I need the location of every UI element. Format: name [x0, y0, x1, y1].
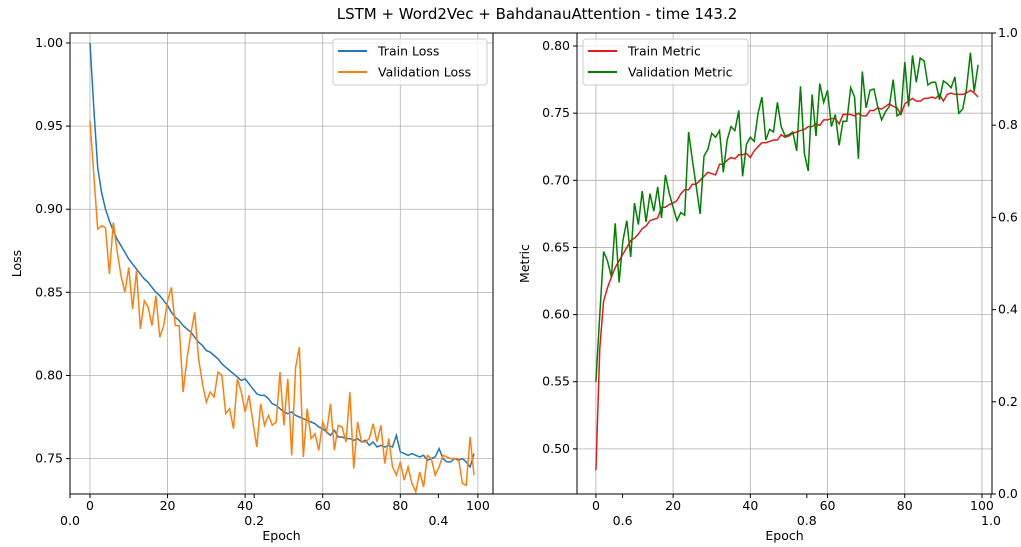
y-tick-label: 0.80 — [35, 367, 63, 382]
background-x-tick-label: 0.2 — [244, 513, 264, 528]
y-tick-label: 0.50 — [542, 441, 570, 456]
x-axis-label: Epoch — [262, 528, 300, 543]
background-x-tick-label: 1.0 — [981, 513, 1001, 528]
x-tick-label: 80 — [897, 498, 913, 513]
x-tick-label: 0 — [592, 498, 600, 513]
plot-background — [577, 33, 992, 494]
x-tick-label: 40 — [237, 498, 253, 513]
chart-title: LSTM + Word2Vec + BahdanauAttention - ti… — [337, 5, 738, 23]
y-tick-label: 1.00 — [35, 35, 63, 50]
loss-subplot: 0 20 40 60 80 100 0.75 0.80 0.85 0.90 0.95 1.00 Epoc… — [9, 32, 494, 543]
x-tick-label: 100 — [970, 498, 994, 513]
x-tick-label: 60 — [315, 498, 331, 513]
legend-box — [332, 38, 488, 86]
series-line-train-loss — [89, 42, 475, 469]
background-axes: 0.0 0.2 0.4 0.6 0.8 1.0 0.0 0.2 0.4 0.6 0.8 1.0 — [60, 25, 1018, 528]
legend: Train Metric Validation Metric — [582, 38, 749, 86]
legend-box — [582, 38, 749, 86]
x-tick-label: 20 — [665, 498, 681, 513]
y-tick-label: 0.80 — [542, 38, 570, 53]
x-axis-label: Epoch — [765, 528, 803, 543]
legend-entry: Validation Loss — [378, 65, 471, 80]
background-y-tick-label: 0.0 — [998, 486, 1018, 501]
x-tick-label: 20 — [160, 498, 176, 513]
y-tick-label: 0.85 — [35, 284, 63, 299]
y-axis-label: Loss — [9, 250, 24, 277]
x-tick-label: 40 — [742, 498, 758, 513]
x-tick-label: 100 — [466, 498, 490, 513]
background-y-tick-label: 0.6 — [998, 209, 1018, 224]
y-tick-label: 0.90 — [35, 201, 63, 216]
x-tick-label: 0 — [86, 498, 94, 513]
legend-entry: Train Metric — [627, 44, 701, 59]
series-line-validation-loss — [89, 121, 475, 495]
legend-entry: Validation Metric — [628, 65, 733, 80]
legend-entry: Train Loss — [377, 44, 439, 59]
background-y-tick-label: 0.2 — [998, 394, 1018, 409]
x-tick-label: 60 — [820, 498, 836, 513]
x-tick-label: 80 — [392, 498, 408, 513]
background-x-tick-label: 0.0 — [60, 513, 80, 528]
y-tick-label: 0.75 — [35, 451, 63, 466]
axes-frame — [69, 32, 494, 495]
metric-subplot: 0 20 40 60 80 1000.500.550.600.650.700.750.80… — [517, 32, 994, 543]
legend: Train Loss Validation Loss — [332, 38, 488, 86]
background-y-tick-label: 1.0 — [998, 25, 1018, 40]
y-tick-label: 0.55 — [542, 374, 570, 389]
y-tick-label: 0.60 — [542, 307, 570, 322]
background-y-tick-label: 0.4 — [998, 302, 1018, 317]
background-x-tick-label: 0.6 — [613, 513, 633, 528]
y-tick-label: 0.95 — [35, 118, 63, 133]
y-tick-label: 0.70 — [542, 172, 570, 187]
y-tick-label: 0.75 — [542, 105, 570, 120]
y-tick-label: 0.65 — [542, 239, 570, 254]
y-axis-label: Metric — [517, 244, 532, 283]
background-x-tick-label: 0.8 — [797, 513, 817, 528]
series-line-validation-metric — [595, 52, 979, 382]
background-x-tick-label: 0.4 — [428, 513, 448, 528]
series-line-train-metric — [595, 89, 979, 471]
plot-background — [70, 33, 493, 494]
axes-frame — [576, 32, 993, 495]
background-y-tick-label: 0.8 — [998, 117, 1018, 132]
